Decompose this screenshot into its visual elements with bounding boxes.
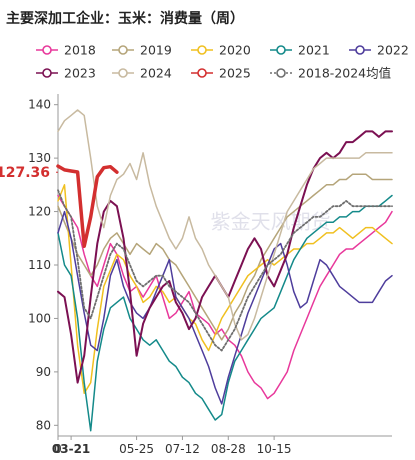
series-line-2024: [57, 109, 393, 341]
series-line-2025: [56, 164, 119, 249]
x-tick-label: 10-15: [257, 442, 292, 456]
legend-label: 2018: [64, 43, 96, 58]
legend-label: 2021: [298, 43, 330, 58]
y-tick-label: 100: [28, 311, 51, 325]
legend-label: 2022: [377, 43, 409, 58]
y-tick-label: 120: [28, 205, 51, 219]
legend-swatch-marker: [118, 68, 128, 78]
legend-item-2020: 2020: [191, 43, 251, 58]
legend-swatch-marker: [197, 45, 207, 55]
y-tick-label: 140: [28, 98, 51, 112]
series-line-2018-2024均值: [57, 189, 393, 352]
legend-item-2023: 2023: [36, 66, 96, 81]
x-tick-label: 08-28: [211, 442, 246, 456]
plot-area: 80 90 100 110 120 130 140 003-21 05-25 07-12 08-28…: [0, 94, 393, 456]
legend-swatch-marker: [355, 45, 365, 55]
y-tick-label: 90: [36, 365, 51, 379]
x-tick-label: 05-25: [119, 442, 154, 456]
legend-item-2018: 2018: [36, 43, 96, 58]
legend-swatch-marker: [276, 68, 286, 78]
series-line-2019: [57, 173, 393, 341]
series-line-2021: [57, 194, 393, 432]
legend-item-2018-2024均值: 2018-2024均值: [270, 66, 391, 81]
series-line-2022: [57, 210, 393, 405]
legend-item-2022: 2022: [349, 43, 409, 58]
legend-label: 2024: [140, 66, 172, 81]
legend-swatch-marker: [42, 68, 52, 78]
legend: 2018 2019 2020 2021 2022 2023 2024 2025 2018-202…: [36, 43, 409, 81]
legend-item-2019: 2019: [112, 43, 172, 58]
y-tick-label: 80: [36, 418, 51, 432]
legend-swatch-marker: [276, 45, 286, 55]
legend-label: 2018-2024均值: [298, 66, 391, 81]
y-tick-label: 110: [28, 258, 51, 272]
current-value-label: 127.36: [0, 165, 50, 181]
legend-swatch-marker: [197, 68, 207, 78]
legend-item-2021: 2021: [270, 43, 330, 58]
series-line-2020: [57, 184, 393, 395]
legend-label: 2023: [64, 66, 96, 81]
legend-label: 2025: [219, 66, 251, 81]
legend-label: 2019: [140, 43, 172, 58]
legend-item-2025: 2025: [191, 66, 251, 81]
x-tick-label: 0: [54, 442, 62, 456]
legend-label: 2020: [219, 43, 251, 58]
legend-swatch-marker: [42, 45, 52, 55]
watermark-text: 紫金天风期货: [211, 209, 331, 233]
x-tick-label: 07-12: [165, 442, 200, 456]
legend-swatch-marker: [118, 45, 128, 55]
chart-title: 主要深加工企业：玉米：消费量（周）: [6, 10, 244, 27]
legend-item-2024: 2024: [112, 66, 172, 81]
x-tick-label-highlight: 03-21: [52, 442, 90, 456]
y-tick-label: 130: [28, 151, 51, 165]
